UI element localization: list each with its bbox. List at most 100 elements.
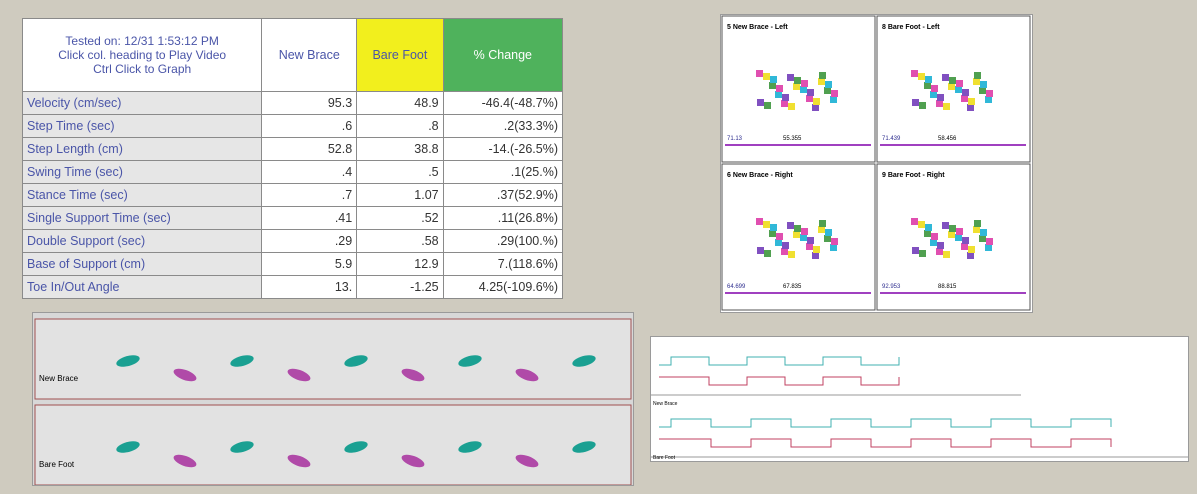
row-label: Stance Time (sec) <box>23 184 262 207</box>
pressure-cell <box>948 83 955 90</box>
pressure-cell <box>931 85 938 92</box>
plot-value: 64.699 <box>727 284 746 290</box>
pressure-cell <box>925 76 932 83</box>
pressure-cell <box>949 77 956 84</box>
cell: 12.9 <box>357 253 443 276</box>
column-heading[interactable]: New Brace <box>262 19 357 92</box>
test-info: Tested on: 12/31 1:53:12 PM Click col. h… <box>23 19 262 92</box>
step-chart: New BraceBare Foot <box>650 336 1189 462</box>
strip-label: New Brace <box>39 374 79 383</box>
pressure-cell <box>825 229 832 236</box>
pressure-cell <box>830 244 837 251</box>
cell: 52.8 <box>262 138 357 161</box>
cell: .5 <box>357 161 443 184</box>
pressure-cell <box>973 226 980 233</box>
pressure-cell <box>962 89 969 96</box>
pressure-cell <box>912 99 919 106</box>
pressure-cell <box>825 81 832 88</box>
pressure-cell <box>931 233 938 240</box>
pressure-cell <box>955 86 962 93</box>
plot-value: 92.953 <box>882 284 901 290</box>
column-heading[interactable]: Bare Foot <box>357 19 443 92</box>
pressure-cell <box>967 104 974 111</box>
pressure-cell <box>818 78 825 85</box>
pressure-cell <box>980 81 987 88</box>
footprint-panel: New BraceBare Foot <box>32 312 634 486</box>
pressure-cell <box>936 100 943 107</box>
pressure-cell <box>763 221 770 228</box>
cell: 38.8 <box>357 138 443 161</box>
pressure-cell <box>781 248 788 255</box>
pressure-cell <box>824 235 831 242</box>
pressure-cell <box>788 251 795 258</box>
pressure-cell <box>973 78 980 85</box>
table-row: Step Time (sec).6.8.2(33.3%) <box>23 115 563 138</box>
pressure-cell <box>980 229 987 236</box>
pressure-cell <box>985 96 992 103</box>
pressure-cell <box>763 73 770 80</box>
pressure-cell <box>819 220 826 227</box>
pressure-cell <box>985 244 992 251</box>
pressure-cell <box>943 251 950 258</box>
pressure-cell <box>764 250 771 257</box>
plot-value: 71.13 <box>727 136 743 142</box>
cell: .29 <box>262 230 357 253</box>
pressure-cell <box>924 230 931 237</box>
pressure-cell <box>919 102 926 109</box>
pressure-cell <box>942 74 949 81</box>
cell: -14.(-26.5%) <box>443 138 562 161</box>
pressure-cell <box>930 239 937 246</box>
pressure-cell <box>770 76 777 83</box>
pressure-cell <box>986 238 993 245</box>
plots-svg: 5 New Brace - Left71.1355.3558 Bare Foot… <box>721 15 1032 312</box>
cell: .4 <box>262 161 357 184</box>
screen: Tested on: 12/31 1:53:12 PM Click col. h… <box>0 0 1197 494</box>
plot-value: 71.439 <box>882 136 901 142</box>
cell: -46.4(-48.7%) <box>443 92 562 115</box>
plot-value: 88.815 <box>938 284 957 290</box>
pressure-cell <box>775 91 782 98</box>
pressure-cell <box>930 91 937 98</box>
row-label: Bare Foot <box>653 455 676 461</box>
pressure-cell <box>979 235 986 242</box>
pressure-cell <box>911 70 918 77</box>
cell: .41 <box>262 207 357 230</box>
cell: .11(26.8%) <box>443 207 562 230</box>
cell: 48.9 <box>357 92 443 115</box>
pressure-cell <box>830 96 837 103</box>
plot-value: 67.835 <box>783 284 802 290</box>
pressure-cell <box>979 87 986 94</box>
cell: 95.3 <box>262 92 357 115</box>
pressure-cell <box>769 82 776 89</box>
row-label: Toe In/Out Angle <box>23 276 262 299</box>
cell: .29(100.%) <box>443 230 562 253</box>
pressure-cell <box>806 243 813 250</box>
cell: .2(33.3%) <box>443 115 562 138</box>
pressure-cell <box>924 82 931 89</box>
pressure-cell <box>757 99 764 106</box>
column-heading[interactable]: % Change <box>443 19 562 92</box>
pressure-cell <box>956 228 963 235</box>
cell: .8 <box>357 115 443 138</box>
pressure-cell <box>961 95 968 102</box>
plot-title: 5 New Brace - Left <box>727 24 788 31</box>
pressure-cell <box>782 94 789 101</box>
pressure-cell <box>800 86 807 93</box>
pressure-cell <box>943 103 950 110</box>
cell: .58 <box>357 230 443 253</box>
pressure-cell <box>986 90 993 97</box>
cell: 1.07 <box>357 184 443 207</box>
plot-title: 8 Bare Foot - Left <box>882 24 940 31</box>
pressure-cell <box>775 239 782 246</box>
pressure-cell <box>787 74 794 81</box>
pressure-cell <box>918 73 925 80</box>
pressure-cell <box>807 237 814 244</box>
cell: .37(52.9%) <box>443 184 562 207</box>
row-label: Step Time (sec) <box>23 115 262 138</box>
pressure-cell <box>824 87 831 94</box>
